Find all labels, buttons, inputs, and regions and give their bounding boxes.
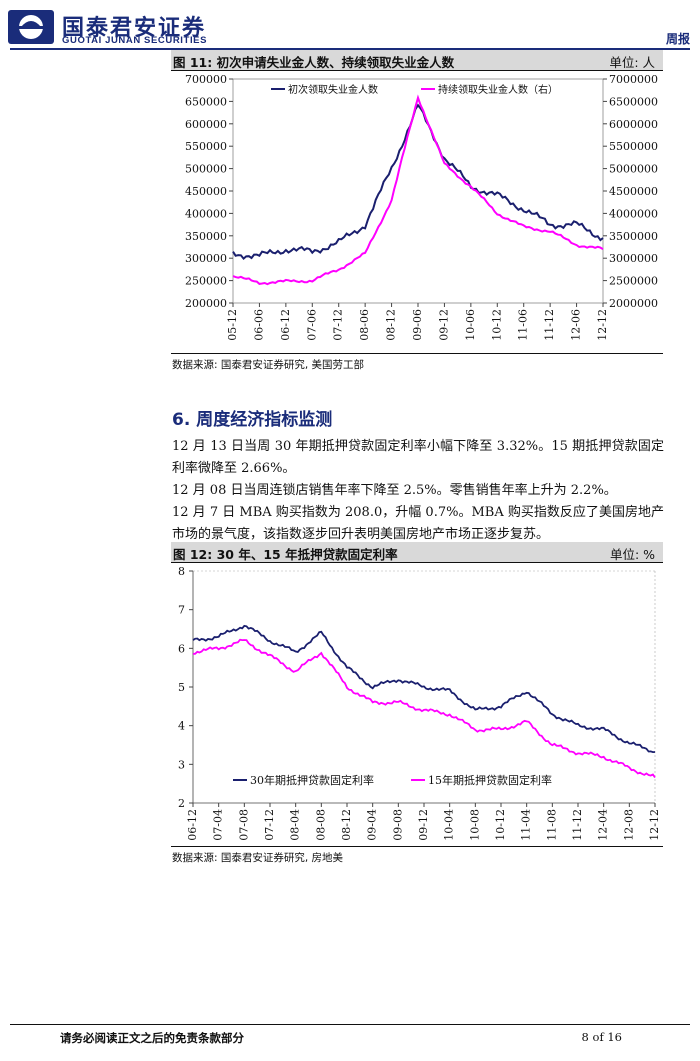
x-tick-label: 12-06 bbox=[570, 309, 583, 341]
header-divider bbox=[10, 48, 690, 50]
x-tick-label: 10-12 bbox=[490, 309, 503, 341]
x-tick-label: 09-04 bbox=[366, 809, 379, 841]
x-tick-label: 11-08 bbox=[545, 809, 558, 841]
footer-divider bbox=[10, 1024, 690, 1025]
figure-12-title: 图 12: 30 年、15 年抵押贷款固定利率 bbox=[173, 547, 398, 562]
x-tick-label: 07-08 bbox=[237, 809, 250, 841]
y-right-tick-label: 5500000 bbox=[609, 140, 658, 153]
figure-11-source-rule bbox=[171, 353, 663, 354]
x-tick-label: 08-06 bbox=[358, 309, 371, 341]
legend: 初次领取失业金人数 持续领取失业金人数（右） bbox=[271, 83, 558, 96]
x-tick-label: 12-08 bbox=[622, 809, 635, 841]
document-type: 周报 bbox=[665, 32, 690, 46]
x-tick-label: 11-12 bbox=[543, 309, 556, 341]
y-tick-label: 5 bbox=[178, 681, 185, 694]
y-left-tick-label: 250000 bbox=[185, 275, 227, 288]
y-right-tick-label: 2000000 bbox=[609, 297, 658, 310]
legend-label: 15年期抵押贷款固定利率 bbox=[428, 773, 552, 787]
y-left-tick-label: 200000 bbox=[185, 297, 227, 310]
series-line-30yr-rate bbox=[192, 624, 656, 754]
x-tick-label: 10-12 bbox=[494, 809, 507, 841]
series-line-continuing-claims bbox=[232, 94, 604, 286]
y-tick-label: 7 bbox=[178, 604, 185, 617]
paragraph-mortgage-rates: 12 月 13 日当周 30 年期抵押贷款固定利率小幅下降至 3.32%。15 … bbox=[172, 439, 664, 476]
x-tick-label: 05-12 bbox=[226, 309, 239, 341]
y-right-tick-label: 2500000 bbox=[609, 275, 658, 288]
x-tick-label: 11-04 bbox=[520, 809, 533, 841]
y-right-tick-label: 6500000 bbox=[609, 95, 658, 108]
x-tick-label: 09-12 bbox=[437, 309, 450, 341]
figure-12-title-bar: 图 12: 30 年、15 年抵押贷款固定利率 单位: % bbox=[171, 542, 663, 563]
x-tick-label: 09-08 bbox=[391, 809, 404, 841]
footer-disclaimer: 请务必阅读正文之后的免责条款部分 bbox=[60, 1031, 244, 1045]
company-name-cn: 国泰君安证券 bbox=[62, 16, 207, 41]
x-tick-label: 10-06 bbox=[464, 309, 477, 341]
y-left-tick-label: 350000 bbox=[185, 230, 227, 243]
figure-12-source-rule bbox=[171, 846, 663, 847]
section-title: 6. 周度经济指标监测 bbox=[172, 410, 333, 430]
y-tick-label: 4 bbox=[178, 720, 185, 733]
company-name-en: GUOTAI JUNAN SECURITIES bbox=[62, 35, 208, 46]
x-tick-label: 07-06 bbox=[305, 309, 318, 341]
y-left-tick-label: 450000 bbox=[185, 185, 227, 198]
figure-11-title: 图 11: 初次申请失业金人数、持续领取失业金人数 bbox=[173, 55, 455, 70]
y-left-tick-label: 600000 bbox=[185, 118, 227, 131]
paragraph-retail-sales: 12 月 08 日当周连锁店销售年率下降至 2.5%。零售销售年率上升为 2.2… bbox=[172, 483, 617, 498]
series-line-15yr-rate bbox=[193, 638, 656, 779]
y-right-tick-label: 4000000 bbox=[609, 207, 658, 220]
series-line-initial-claims bbox=[232, 103, 604, 261]
y-left-tick-label: 400000 bbox=[185, 207, 227, 220]
x-tick-label: 12-12 bbox=[596, 309, 609, 341]
y-right-tick-label: 5000000 bbox=[609, 163, 658, 176]
mortgage-rate-chart: 2 3 4 5 6 7 8 06-12 07-04 07-08 07-12 08-04 08-08 08-… bbox=[178, 565, 661, 841]
plot-frame bbox=[232, 78, 604, 304]
legend-label: 初次领取失业金人数 bbox=[288, 83, 378, 96]
figure-11-title-bar: 图 11: 初次申请失业金人数、持续领取失业金人数 单位: 人 bbox=[171, 50, 663, 71]
x-tick-label: 08-12 bbox=[340, 809, 353, 841]
x-tick-label: 11-06 bbox=[517, 309, 530, 341]
x-tick-label: 07-12 bbox=[263, 809, 276, 841]
x-tick-label: 09-06 bbox=[411, 309, 424, 341]
x-tick-label: 08-08 bbox=[314, 809, 327, 841]
y-tick-label: 3 bbox=[178, 758, 185, 771]
x-tick-label: 07-04 bbox=[212, 809, 225, 841]
jobless-claims-chart: 200000 250000 300000 350000 400000 450000 5000… bbox=[185, 73, 658, 341]
legend-label: 30年期抵押贷款固定利率 bbox=[250, 773, 374, 787]
x-tick-label: 08-04 bbox=[289, 809, 302, 841]
company-logo-icon bbox=[8, 10, 54, 44]
y-left-tick-label: 650000 bbox=[185, 95, 227, 108]
x-tick-label: 12-12 bbox=[648, 809, 661, 841]
legend: 30年期抵押贷款固定利率 15年期抵押贷款固定利率 bbox=[233, 773, 552, 787]
figure-11-unit: 单位: 人 bbox=[609, 55, 655, 70]
legend-label: 持续领取失业金人数（右） bbox=[438, 83, 558, 96]
y-tick-label: 6 bbox=[178, 642, 185, 655]
figure-11-source: 数据来源: 国泰君安证券研究, 美国劳工部 bbox=[172, 359, 365, 371]
figure-12-unit: 单位: % bbox=[609, 547, 655, 562]
x-tick-label: 12-04 bbox=[597, 809, 610, 841]
y-left-tick-label: 550000 bbox=[185, 140, 227, 153]
x-tick-label: 06-12 bbox=[186, 809, 199, 841]
y-right-tick-label: 7000000 bbox=[609, 73, 658, 86]
figure-12-source: 数据来源: 国泰君安证券研究, 房地美 bbox=[172, 852, 344, 864]
y-tick-label: 2 bbox=[178, 797, 185, 810]
x-tick-label: 11-12 bbox=[571, 809, 584, 841]
x-tick-label: 09-12 bbox=[417, 809, 430, 841]
x-tick-label: 10-04 bbox=[443, 809, 456, 841]
y-tick-label: 8 bbox=[178, 565, 185, 578]
y-left-tick-label: 700000 bbox=[185, 73, 227, 86]
x-tick-label: 08-12 bbox=[385, 309, 398, 341]
y-right-tick-label: 4500000 bbox=[609, 185, 658, 198]
y-right-tick-label: 6000000 bbox=[609, 118, 658, 131]
y-left-tick-label: 500000 bbox=[185, 163, 227, 176]
paragraph-mba-index: 12 月 7 日 MBA 购买指数为 208.0，升幅 0.7%。MBA 购买指… bbox=[172, 505, 664, 542]
x-tick-label: 06-12 bbox=[279, 309, 292, 341]
y-right-tick-label: 3500000 bbox=[609, 230, 658, 243]
x-tick-label: 07-12 bbox=[332, 309, 345, 341]
x-tick-label: 10-08 bbox=[468, 809, 481, 841]
y-right-tick-label: 3000000 bbox=[609, 252, 658, 265]
page-number: 8 of 16 bbox=[581, 1030, 622, 1044]
x-tick-label: 06-06 bbox=[252, 309, 265, 341]
y-left-tick-label: 300000 bbox=[185, 252, 227, 265]
